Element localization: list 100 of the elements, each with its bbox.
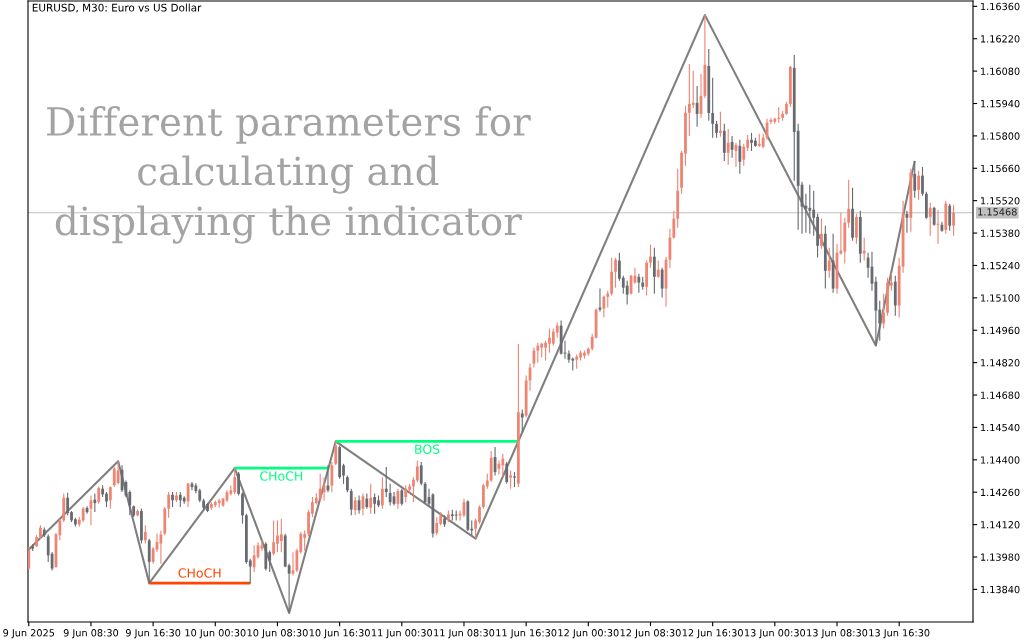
candlestick [93,493,97,513]
y-tick-label: 1.15940 [981,99,1020,108]
y-tick-label: 1.13980 [981,553,1020,561]
x-tick-label: 12 Jun 00:30 [558,629,619,639]
y-tick-label: 1.14260 [981,488,1020,497]
candlestick [711,77,715,139]
candlestick [388,483,392,506]
y-tick-label: 1.14680 [981,391,1020,399]
candlestick [489,450,493,483]
candlestick [637,273,641,294]
candlestick [241,491,244,525]
series-label: CHoCH [178,568,221,578]
y-tick-label: 1.15660 [981,164,1020,173]
candlestick [233,467,237,496]
candlestick [742,143,746,167]
candlestick [921,166,924,197]
candlestick [505,461,509,485]
candlestick [66,492,70,516]
y-tick-label: 1.16220 [981,35,1020,43]
y-tick-label: 1.13840 [981,585,1020,594]
candlestick [750,132,753,152]
y-tick-label: 1.14120 [981,521,1020,529]
candlestick [237,471,240,496]
x-tick-label: 10 Jun 16:30 [309,629,370,639]
chart-title: EURUSD, M30: Euro vs US Dollar [32,3,202,13]
y-tick-label: 1.15100 [981,294,1020,302]
x-tick-label: 13 Jun 08:30 [807,629,868,639]
y-tick-label: 1.14540 [981,423,1020,432]
candlestick [544,340,547,362]
x-tick-label: 9 Jun 16:30 [125,629,181,639]
ref-line-label: 1.15468 [978,208,1017,216]
y-tick-label: 1.15380 [981,229,1020,237]
candlestick [303,529,307,552]
x-tick-label: 13 Jun 00:30 [745,629,806,639]
candlestick [478,504,481,525]
candlestick [913,160,917,199]
candlestick [276,519,279,553]
x-tick-label: 11 Jun 00:30 [371,629,433,639]
y-tick-label: 1.16080 [981,67,1020,75]
candlestick [602,294,606,319]
candlestick [116,460,120,485]
x-tick-label: 11 Jun 16:30 [496,629,557,639]
candlestick [882,293,886,330]
candlestick [105,491,108,508]
candlestick [948,203,952,232]
candlestick [279,518,283,553]
candlestick [548,328,551,354]
candlestick [820,218,823,250]
candlestick [28,546,31,571]
candlestick [862,237,866,262]
candlestick [687,63,691,137]
candlestick [691,70,695,109]
series-label: BOS [415,444,440,454]
candlestick [252,544,256,573]
x-tick-label: 11 Jun 08:30 [434,629,495,639]
candlestick [167,491,171,519]
x-tick-label: 12 Jun 16:30 [682,629,743,639]
candlestick [206,502,209,513]
candlestick [108,485,112,510]
candlestick [614,257,617,289]
candlestick [501,453,505,478]
candlestick [952,204,955,237]
line-series [28,14,916,615]
annotation: Different parameters for calculating and displaying the indicator [47,106,531,244]
x-tick-label: 12 Jun 08:30 [620,629,681,639]
candlestick [610,257,614,297]
candlestick [318,473,322,502]
candlestick [373,493,376,515]
series-label: CHoCH [260,471,303,481]
candlestick [932,206,936,227]
candlestick [625,280,629,306]
candlestick [827,247,831,279]
candlestick [893,275,897,317]
candlestick [928,202,932,237]
y-tick-label: 1.16360 [981,2,1020,11]
candlestick [353,496,357,516]
candlestick [719,111,722,138]
candlestick [435,516,439,536]
x-tick-label: 10 Jun 00:30 [185,629,246,639]
candlestick [415,459,419,483]
candlestick [482,483,485,510]
candlestick [695,85,699,128]
candlestick [513,471,516,488]
candlestick [847,179,851,229]
candlestick [660,267,664,299]
candlestick [143,524,147,545]
y-tick-label: 1.15800 [981,132,1020,140]
candlestick [649,244,652,269]
candlestick [652,247,656,295]
candlestick [785,101,788,116]
y-tick-label: 1.14960 [981,326,1020,335]
candlestick [855,213,858,245]
candlestick [886,277,889,317]
candlestick [377,494,380,508]
y-tick-label: 1.14820 [981,359,1020,367]
candlestick [349,488,353,516]
candlestick [147,538,151,584]
y-tick-label: 1.15520 [981,197,1020,205]
candlestick [412,476,415,503]
x-tick-label: 13 Jun 16:30 [869,629,930,639]
